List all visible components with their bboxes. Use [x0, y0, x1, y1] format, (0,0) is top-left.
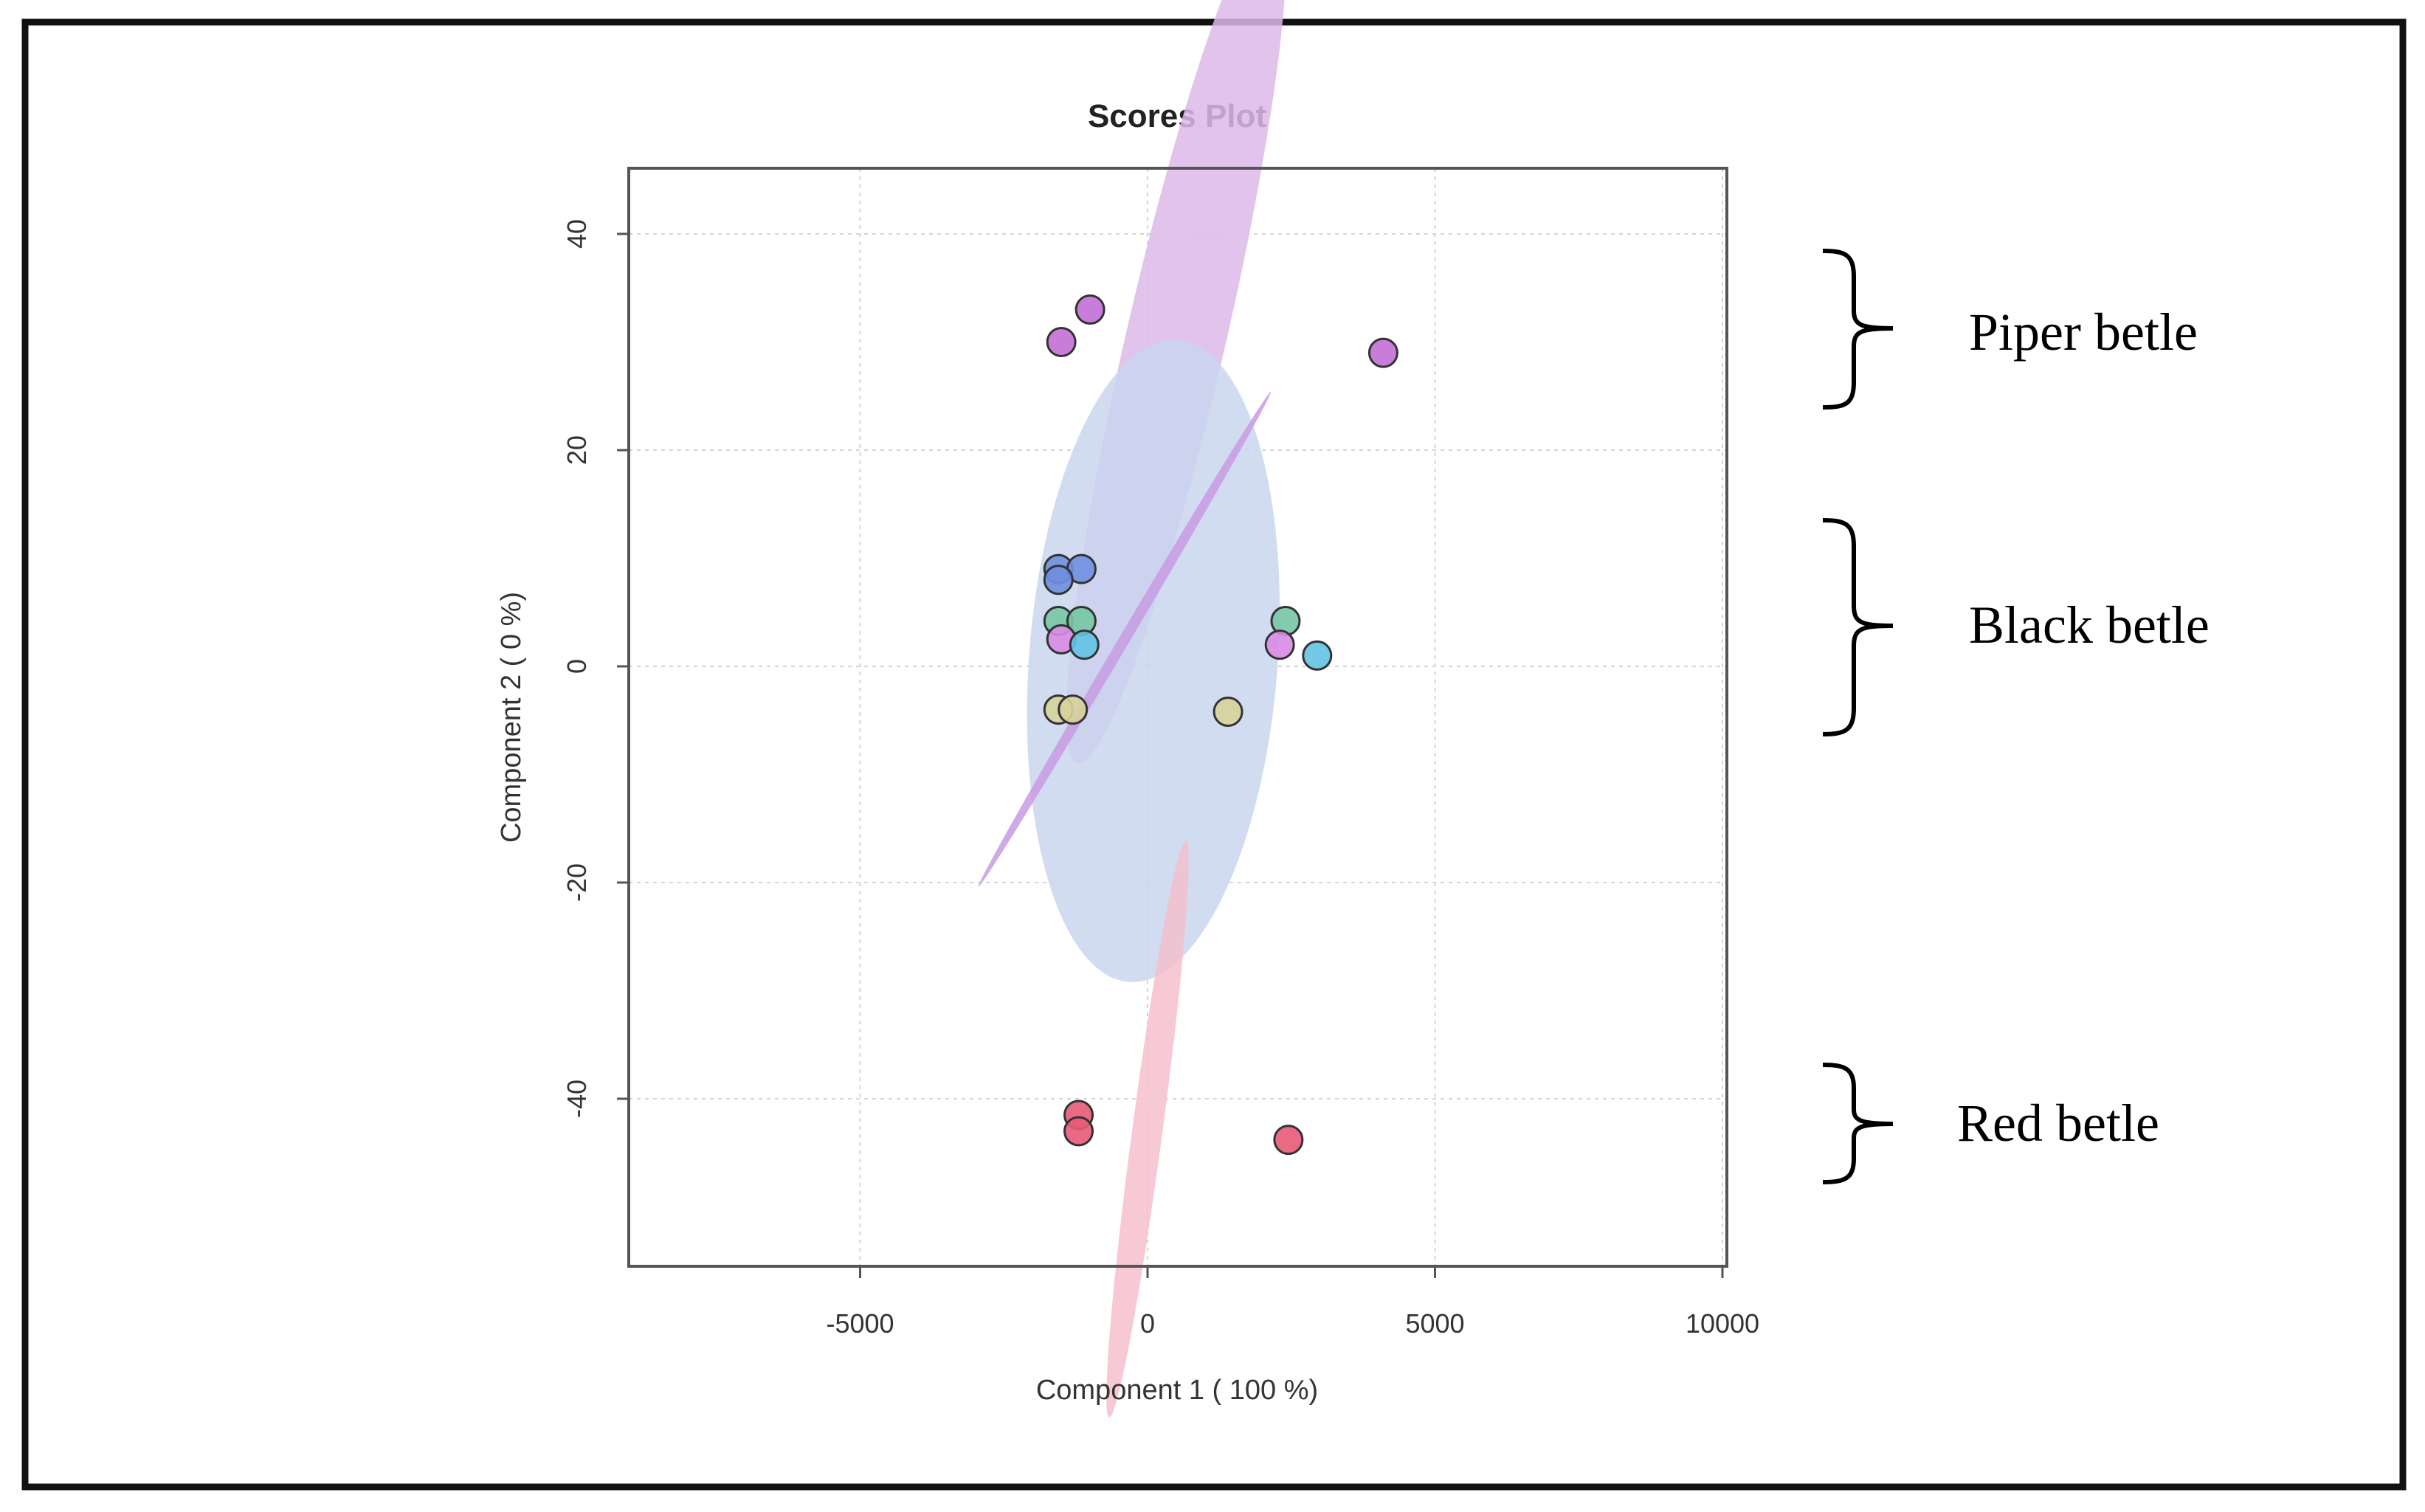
x-axis-ticks: -5000 0 5000 10000: [826, 1265, 1759, 1339]
group-label-red-betle: Red betle: [1957, 1094, 2159, 1153]
data-point-red: [1063, 1116, 1094, 1147]
y-tick-label: -20: [562, 863, 592, 902]
brace-red-betle: [1822, 1063, 1894, 1184]
data-point-piper: [1074, 294, 1105, 325]
y-tick-label: 20: [562, 435, 592, 465]
group-label-black-betle: Black betle: [1969, 596, 2210, 655]
data-point-black-pink: [1264, 629, 1295, 660]
group-label-piper-betle: Piper betle: [1969, 303, 2198, 362]
data-point-piper: [1367, 337, 1398, 368]
data-point-red: [1273, 1125, 1304, 1156]
confidence-ellipses: [978, 0, 1286, 1418]
data-point-black-yellow: [1212, 697, 1243, 728]
x-axis-label: Component 1 ( 100 %): [1036, 1375, 1318, 1406]
data-point-black-blue: [1043, 565, 1074, 596]
x-tick-label: -5000: [826, 1308, 894, 1339]
brace-piper-betle: [1822, 249, 1894, 410]
black-ellipse: [1027, 339, 1280, 982]
y-tick-label: 0: [562, 659, 592, 674]
data-point-black-cyan: [1069, 629, 1100, 660]
data-point-piper: [1046, 327, 1077, 357]
data-point-black-yellow: [1058, 694, 1089, 725]
x-tick-label: 5000: [1405, 1308, 1464, 1339]
red-ellipse: [1106, 840, 1189, 1418]
y-tick-label: 40: [562, 219, 592, 249]
y-tick-label: -40: [562, 1080, 592, 1118]
x-tick-label: 0: [1140, 1308, 1155, 1339]
y-axis-label: Component 2 ( 0 %): [496, 592, 527, 843]
data-points: [1043, 294, 1398, 1156]
black-inner-ellipse: [978, 392, 1272, 887]
data-point-black-cyan: [1302, 640, 1333, 671]
brace-black-betle: [1822, 518, 1894, 736]
y-axis-ticks: 40 20 0 -20 -40: [562, 219, 630, 1118]
x-tick-label: 10000: [1686, 1308, 1759, 1339]
